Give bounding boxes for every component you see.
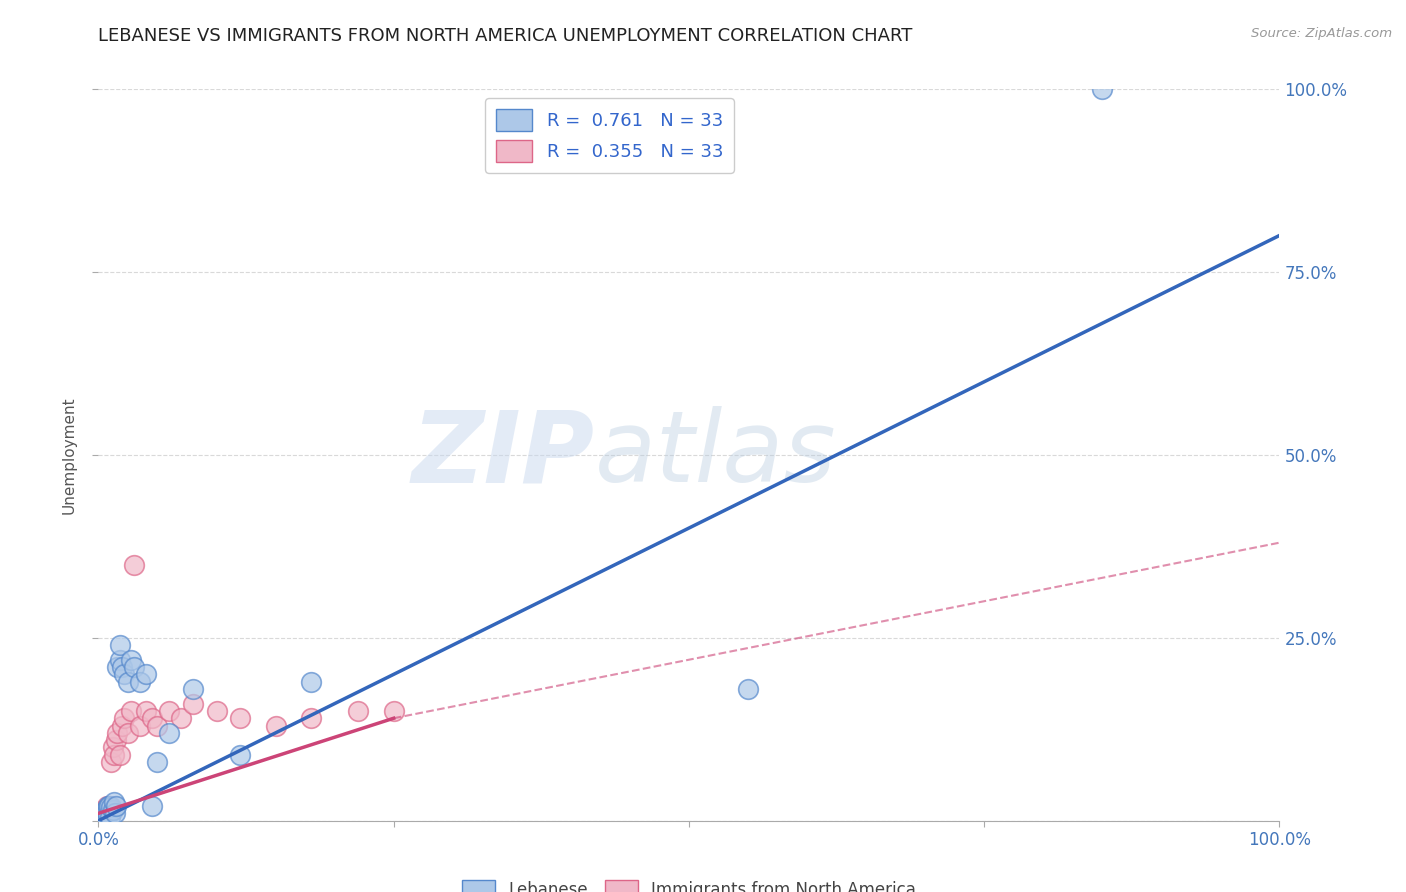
Text: ZIP: ZIP — [412, 407, 595, 503]
Point — [135, 704, 157, 718]
Point — [98, 799, 121, 814]
Point — [128, 674, 150, 689]
Point — [98, 799, 121, 814]
Text: atlas: atlas — [595, 407, 837, 503]
Point — [103, 747, 125, 762]
Point — [94, 805, 117, 819]
Point — [121, 704, 143, 718]
Point — [157, 726, 180, 740]
Point — [112, 711, 135, 725]
Point — [98, 810, 121, 824]
Point — [108, 653, 131, 667]
Point — [181, 697, 204, 711]
Point — [111, 718, 134, 732]
Point — [121, 653, 143, 667]
Point — [146, 755, 169, 769]
Point — [91, 807, 114, 822]
Point — [111, 660, 134, 674]
Point — [97, 807, 120, 822]
Point — [104, 806, 127, 821]
Point — [100, 800, 122, 814]
Point — [205, 704, 228, 718]
Point — [101, 740, 124, 755]
Point — [122, 660, 145, 674]
Point — [170, 711, 193, 725]
Point — [299, 674, 322, 689]
Point — [141, 711, 163, 725]
Point — [103, 796, 125, 810]
Point — [141, 799, 163, 814]
Point — [91, 807, 114, 822]
Point — [135, 667, 157, 681]
Point — [128, 718, 150, 732]
Point — [108, 747, 131, 762]
Point — [299, 711, 322, 725]
Point — [90, 810, 112, 824]
Point — [229, 711, 252, 725]
Point — [108, 638, 131, 652]
Point — [91, 806, 114, 821]
Point — [737, 681, 759, 696]
Point — [105, 726, 128, 740]
Point — [94, 803, 117, 817]
Point — [181, 681, 204, 696]
Point — [157, 704, 180, 718]
Point — [93, 810, 115, 824]
Point — [112, 667, 135, 681]
Point — [117, 674, 139, 689]
Point — [105, 733, 128, 747]
Point — [264, 718, 287, 732]
Legend: Lebanese, Immigrants from North America: Lebanese, Immigrants from North America — [456, 873, 922, 892]
Point — [382, 704, 405, 718]
Point — [96, 799, 118, 814]
Point — [1091, 82, 1114, 96]
Point — [90, 810, 112, 824]
Point — [97, 803, 120, 817]
Point — [97, 799, 120, 814]
Point — [91, 806, 114, 821]
Point — [96, 805, 118, 819]
Point — [117, 726, 139, 740]
Point — [93, 803, 115, 817]
Point — [105, 660, 128, 674]
Point — [105, 799, 128, 814]
Point — [347, 704, 370, 718]
Point — [229, 747, 252, 762]
Text: Source: ZipAtlas.com: Source: ZipAtlas.com — [1251, 27, 1392, 40]
Y-axis label: Unemployment: Unemployment — [62, 396, 77, 514]
Point — [100, 755, 122, 769]
Point — [146, 718, 169, 732]
Text: LEBANESE VS IMMIGRANTS FROM NORTH AMERICA UNEMPLOYMENT CORRELATION CHART: LEBANESE VS IMMIGRANTS FROM NORTH AMERIC… — [98, 27, 912, 45]
Point — [122, 558, 145, 572]
Point — [98, 800, 121, 814]
Point — [101, 803, 124, 817]
